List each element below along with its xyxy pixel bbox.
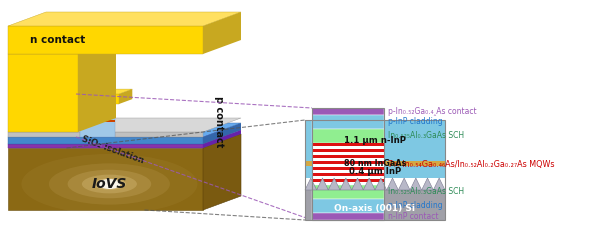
Polygon shape	[312, 167, 384, 170]
Polygon shape	[312, 108, 384, 115]
Text: p contact: p contact	[214, 96, 224, 148]
Bar	[312, 108, 384, 220]
Polygon shape	[312, 143, 384, 146]
Ellipse shape	[49, 163, 170, 205]
Text: p-InP cladding: p-InP cladding	[388, 117, 443, 126]
Polygon shape	[76, 94, 119, 104]
Polygon shape	[433, 178, 445, 190]
Ellipse shape	[98, 179, 121, 189]
Polygon shape	[203, 12, 241, 54]
Polygon shape	[352, 178, 364, 190]
Polygon shape	[312, 115, 384, 129]
Polygon shape	[80, 104, 115, 137]
Polygon shape	[312, 164, 384, 167]
Polygon shape	[312, 146, 384, 149]
Polygon shape	[328, 178, 340, 190]
Text: n-InP contact: n-InP contact	[388, 212, 439, 221]
Polygon shape	[8, 132, 80, 137]
Polygon shape	[305, 161, 445, 166]
Polygon shape	[312, 185, 384, 199]
Polygon shape	[305, 166, 445, 178]
Ellipse shape	[82, 175, 137, 193]
Polygon shape	[8, 54, 78, 132]
Polygon shape	[312, 170, 384, 173]
Polygon shape	[8, 26, 203, 54]
Polygon shape	[305, 120, 445, 161]
Polygon shape	[119, 89, 133, 104]
Polygon shape	[8, 12, 241, 26]
Polygon shape	[8, 130, 241, 144]
Polygon shape	[80, 98, 130, 104]
Polygon shape	[80, 119, 115, 122]
Polygon shape	[312, 176, 384, 179]
Polygon shape	[203, 123, 241, 144]
Polygon shape	[312, 161, 384, 164]
Text: 0.4 μm InP: 0.4 μm InP	[349, 167, 401, 176]
Polygon shape	[78, 40, 116, 132]
Polygon shape	[386, 178, 398, 190]
Text: In₀.₅₂₅Al₀.₃GaAs SCH: In₀.₅₂₅Al₀.₃GaAs SCH	[388, 187, 464, 196]
Text: In₀.₅₂₅Al₀.₃GaAs SCH: In₀.₅₂₅Al₀.₃GaAs SCH	[388, 131, 464, 140]
Text: IoVS: IoVS	[92, 177, 127, 191]
Polygon shape	[312, 179, 384, 182]
Polygon shape	[312, 199, 384, 213]
Polygon shape	[203, 134, 241, 210]
Text: On-axis (001) Si: On-axis (001) Si	[335, 205, 415, 214]
Polygon shape	[340, 178, 352, 190]
Polygon shape	[364, 178, 375, 190]
Polygon shape	[317, 178, 328, 190]
Polygon shape	[8, 144, 203, 148]
Polygon shape	[375, 178, 386, 190]
Polygon shape	[305, 190, 445, 220]
Polygon shape	[410, 178, 422, 190]
Polygon shape	[312, 155, 384, 158]
Polygon shape	[8, 137, 203, 144]
Text: p-In₀.₅₂Ga₀.₄‸As contact: p-In₀.₅₂Ga₀.₄‸As contact	[388, 107, 476, 116]
Polygon shape	[76, 89, 133, 94]
Polygon shape	[312, 182, 384, 185]
Ellipse shape	[101, 181, 118, 187]
Polygon shape	[312, 158, 384, 161]
Polygon shape	[8, 134, 241, 148]
Polygon shape	[312, 213, 384, 220]
Polygon shape	[312, 129, 384, 143]
Bar	[305, 120, 445, 220]
Polygon shape	[8, 123, 241, 137]
Ellipse shape	[68, 170, 151, 198]
Polygon shape	[8, 40, 116, 54]
Polygon shape	[305, 178, 317, 190]
Polygon shape	[115, 132, 203, 137]
Text: SiO₂ isolation: SiO₂ isolation	[80, 135, 145, 165]
Text: 7× In₀.₅₄Ga₀.₄₆As/In₀.₅₂Al₀.₂Ga₀.₂₇As MQWs: 7× In₀.₅₄Ga₀.₄₆As/In₀.₅₂Al₀.₂Ga₀.₂₇As MQ…	[388, 160, 554, 169]
Ellipse shape	[22, 154, 197, 214]
Text: 1.1 μm n-InP: 1.1 μm n-InP	[344, 136, 406, 145]
Polygon shape	[203, 130, 241, 148]
Text: n contact: n contact	[31, 35, 86, 45]
Text: 80 nm InGaAs: 80 nm InGaAs	[344, 159, 406, 168]
Polygon shape	[312, 108, 384, 220]
Polygon shape	[398, 178, 410, 190]
Polygon shape	[422, 178, 433, 190]
Polygon shape	[312, 152, 384, 155]
Text: n-InP cladding: n-InP cladding	[388, 202, 443, 211]
Polygon shape	[312, 173, 384, 176]
Polygon shape	[8, 118, 241, 132]
Ellipse shape	[93, 178, 126, 190]
Polygon shape	[312, 149, 384, 152]
Polygon shape	[8, 148, 203, 210]
